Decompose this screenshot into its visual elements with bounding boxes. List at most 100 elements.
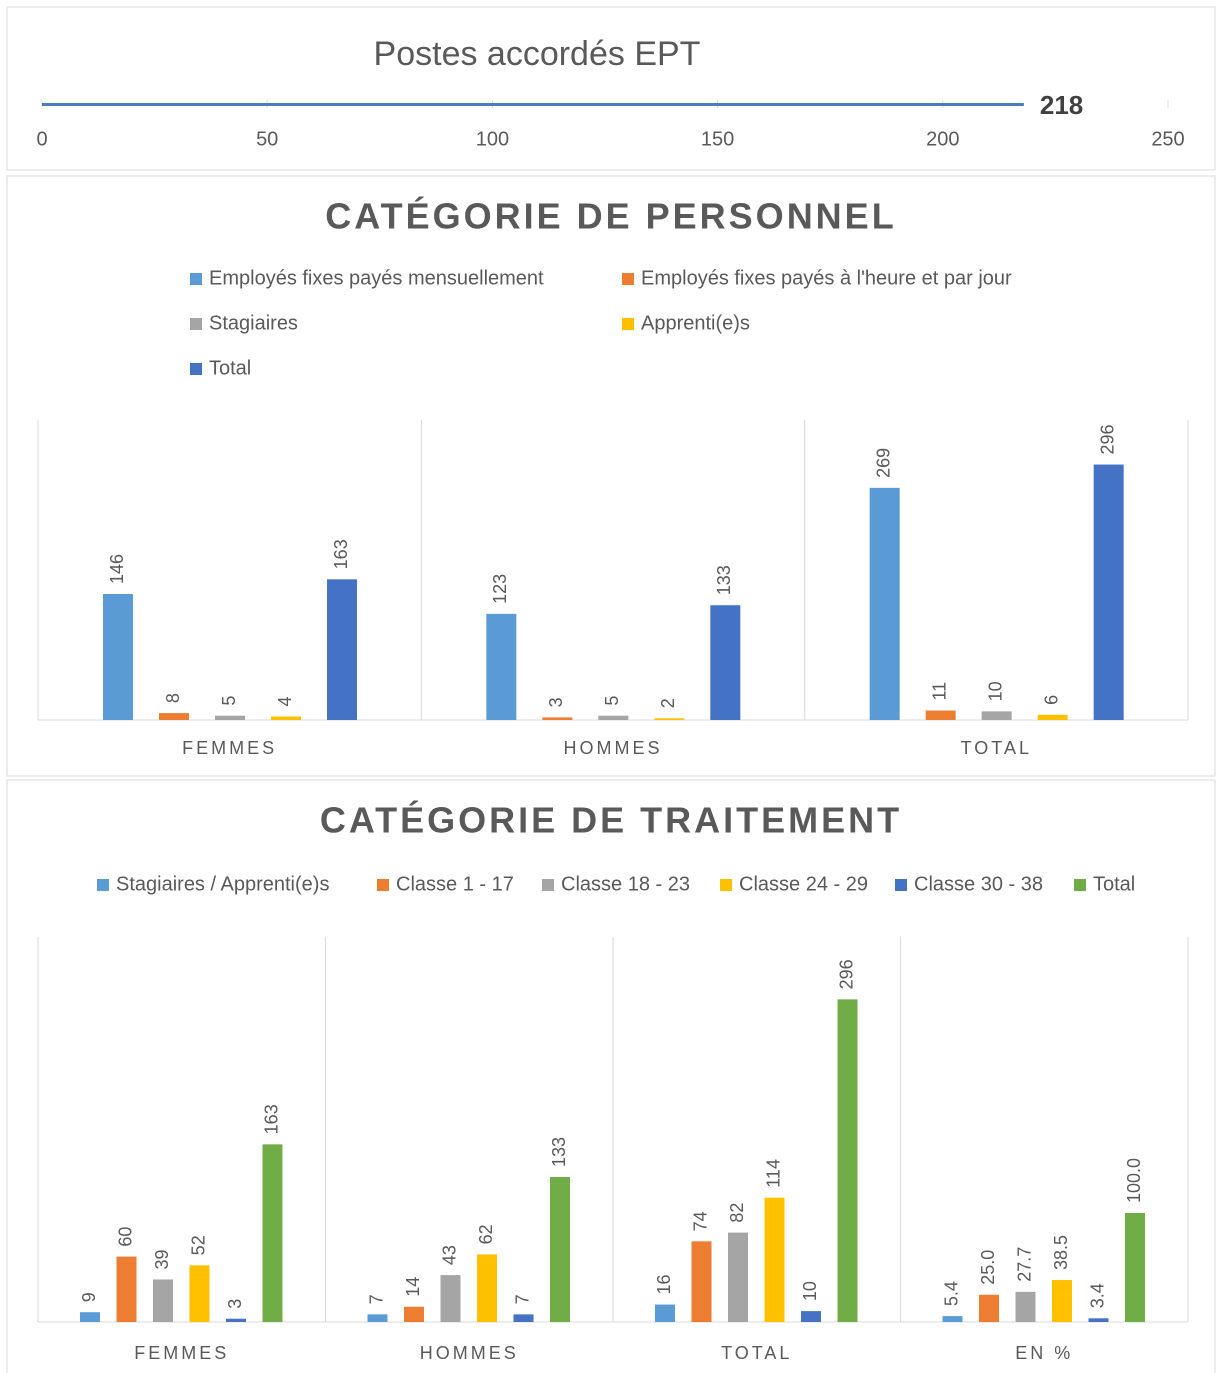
bar	[440, 1275, 461, 1322]
chart-title: Postes accordés EPT	[374, 35, 701, 73]
legend-label: Employés fixes payés à l'heure et par jo…	[641, 267, 1012, 289]
x-tick-label: HOMMES	[420, 1343, 519, 1363]
legend-label: Stagiaires	[209, 312, 298, 334]
data-label: 5	[219, 696, 239, 706]
data-label: 133	[714, 565, 734, 595]
bar	[979, 1294, 999, 1322]
bar	[542, 717, 573, 720]
bar	[655, 1304, 675, 1322]
data-label: 5	[602, 696, 622, 706]
legend-label: Stagiaires / Apprenti(e)s	[116, 873, 329, 895]
bar	[262, 1144, 283, 1322]
bar	[691, 1241, 712, 1322]
data-label: 163	[261, 1104, 281, 1134]
data-label: 269	[873, 448, 893, 478]
legend-swatch	[1074, 879, 1086, 891]
legend-swatch	[622, 318, 634, 330]
legend-label: Classe 1 - 17	[396, 873, 514, 895]
x-tick-label: EN %	[1015, 1343, 1073, 1363]
bar	[710, 605, 741, 720]
bar	[1125, 1213, 1145, 1322]
data-label: 38.5	[1051, 1235, 1071, 1270]
bar	[837, 999, 858, 1322]
chart-title: CATÉGORIE DE TRAITEMENT	[320, 800, 902, 841]
legend-label: Apprenti(e)s	[641, 312, 750, 334]
bar	[869, 487, 900, 720]
x-tick-label: HOMMES	[564, 738, 663, 758]
bar	[153, 1279, 173, 1322]
data-label: 6	[1041, 695, 1061, 705]
data-label: 16	[654, 1275, 674, 1295]
data-label: 60	[115, 1227, 135, 1247]
data-label: 146	[107, 554, 127, 584]
data-label: 39	[152, 1249, 172, 1269]
bar	[226, 1318, 246, 1322]
legend-swatch	[377, 879, 389, 891]
legend-label: Classe 18 - 23	[561, 873, 690, 895]
bar	[1015, 1291, 1036, 1322]
bar	[925, 710, 956, 720]
bar	[654, 718, 685, 720]
bar	[764, 1197, 785, 1322]
data-label: 163	[331, 539, 351, 569]
data-label: 3	[546, 697, 566, 707]
legend-swatch	[622, 273, 634, 285]
legend-label: Total	[1093, 873, 1135, 895]
bar	[271, 716, 301, 720]
x-tick-label: 250	[1151, 128, 1184, 150]
legend-label: Classe 30 - 38	[914, 873, 1043, 895]
panel	[6, 779, 1216, 1373]
data-label: 14	[403, 1277, 423, 1297]
legend-swatch	[720, 879, 732, 891]
data-label: 82	[727, 1203, 747, 1223]
data-label: 2	[658, 698, 678, 708]
data-label: 10	[800, 1281, 820, 1301]
x-tick-label: 0	[36, 128, 47, 150]
chart-title: CATÉGORIE DE PERSONNEL	[325, 196, 896, 237]
data-label: 43	[439, 1245, 459, 1265]
bar	[80, 1312, 100, 1322]
data-label: 3	[225, 1299, 245, 1309]
x-tick-label: FEMMES	[134, 1343, 229, 1363]
legend-swatch	[190, 363, 202, 375]
legend-swatch	[542, 879, 554, 891]
data-label: 7	[366, 1294, 386, 1304]
bar	[981, 711, 1012, 720]
data-label: 114	[763, 1159, 783, 1188]
data-label: 52	[188, 1235, 208, 1255]
data-label: 123	[490, 574, 510, 604]
bar	[1052, 1280, 1072, 1322]
data-label: 10	[985, 681, 1005, 701]
bar	[942, 1316, 963, 1322]
bar	[1093, 464, 1124, 720]
bar	[116, 1256, 137, 1322]
data-label: 9	[79, 1292, 99, 1302]
data-label: 8	[163, 693, 183, 703]
x-tick-label: 200	[926, 128, 959, 150]
x-tick-label: TOTAL	[721, 1343, 792, 1363]
data-label: 296	[1097, 425, 1117, 455]
legend-label: Classe 24 - 29	[739, 873, 868, 895]
data-label: 296	[836, 959, 856, 989]
x-tick-label: 100	[476, 128, 509, 150]
data-label: 25.0	[978, 1250, 998, 1285]
data-label: 62	[476, 1224, 496, 1244]
data-label: 27.7	[1014, 1247, 1034, 1282]
legend-label: Total	[209, 357, 251, 379]
legend-swatch	[190, 273, 202, 285]
bar	[801, 1311, 821, 1322]
bar	[486, 613, 517, 720]
bar	[477, 1254, 497, 1322]
bar	[42, 103, 1024, 106]
x-tick-label: 50	[256, 128, 278, 150]
bar	[1088, 1318, 1109, 1322]
legend-swatch	[895, 879, 907, 891]
data-label: 7	[512, 1294, 532, 1304]
x-tick-label: TOTAL	[961, 738, 1032, 758]
legend-swatch	[97, 879, 109, 891]
bar	[598, 715, 629, 720]
bar	[215, 715, 245, 720]
bar	[103, 594, 133, 720]
x-tick-label: FEMMES	[182, 738, 277, 758]
